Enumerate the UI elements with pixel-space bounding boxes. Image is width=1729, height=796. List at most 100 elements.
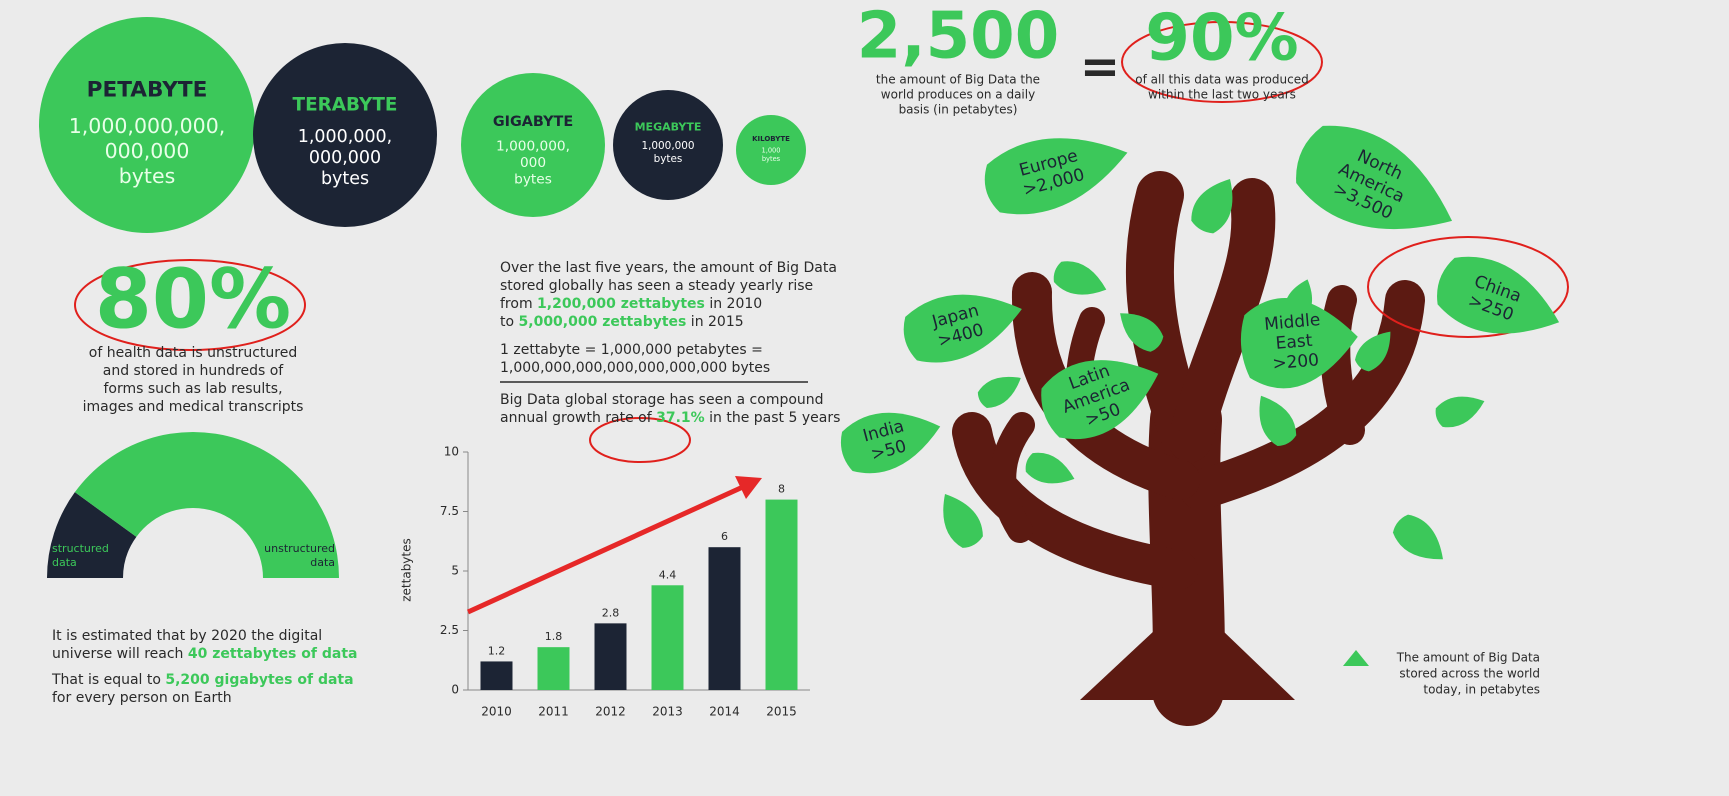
leaf: [1120, 313, 1164, 352]
text-run: in 2015: [686, 314, 743, 330]
storage-text: 1,000,000,000,000,000,000,000 bytes: [500, 360, 770, 376]
storage-text: Big Data global storage has seen a compo…: [500, 392, 824, 408]
donut-label: data: [52, 556, 77, 569]
leaf-shape: [1240, 298, 1358, 389]
equals-sign: =: [1080, 39, 1120, 95]
daily-headline: 2,500: [857, 0, 1059, 74]
recent-text: of all this data was produced: [1135, 73, 1308, 87]
x-tick-label: 2012: [595, 705, 626, 719]
universe-text: for every person on Earth: [52, 690, 232, 706]
bar: [594, 623, 627, 690]
unit-name: MEGABYTE: [635, 120, 702, 133]
leaf-shape: [903, 294, 1022, 363]
text-run: Over the last five years, the amount of …: [500, 260, 837, 276]
unit-circle: [39, 17, 255, 233]
text-run: in the past 5 years: [705, 410, 841, 426]
text-run: for every person on Earth: [52, 690, 232, 706]
region-leaf: India>50: [840, 412, 941, 474]
unit-circle: [736, 115, 806, 185]
x-tick-label: 2010: [481, 705, 512, 719]
storage-text: to 5,000,000 zettabytes in 2015: [500, 314, 744, 330]
leaf-shape: [1296, 125, 1453, 230]
trend-arrowhead: [735, 476, 762, 499]
bar: [651, 585, 684, 690]
region-leaf: Japan>400: [903, 294, 1022, 363]
legend-text: stored across the world: [1399, 667, 1540, 681]
storage-text: 1 zettabyte = 1,000,000 petabytes =: [500, 342, 763, 358]
unit-value: bytes: [654, 153, 683, 165]
text-run: in 2010: [705, 296, 762, 312]
text-run: Big Data global storage has seen a compo…: [500, 392, 824, 408]
text-run: to: [500, 314, 519, 330]
unit-value: 1,000: [761, 147, 780, 155]
text-run: 5,000,000 zettabytes: [519, 314, 687, 330]
recent-text: within the last two years: [1148, 88, 1296, 102]
leaf: [1354, 331, 1391, 372]
unit-name: TERABYTE: [293, 95, 398, 116]
bar-value-label: 4.4: [659, 568, 677, 581]
y-tick-label: 5: [451, 564, 459, 578]
leaf: [943, 494, 983, 548]
leaf: [1025, 452, 1075, 484]
leaf-shape: [943, 494, 983, 548]
bar: [480, 661, 513, 690]
unit-value: 1,000,000,: [496, 138, 570, 154]
universe-text: universe will reach 40 zettabytes of dat…: [52, 646, 357, 662]
text-run: 37.1%: [656, 410, 705, 426]
leaf-shape: [984, 138, 1128, 215]
leaf: [1259, 395, 1297, 447]
unit-circle: [253, 43, 437, 227]
region-name: Middle: [1263, 310, 1321, 335]
unit-circle: [461, 73, 605, 217]
leaf: [977, 376, 1021, 408]
trend-arrow: [466, 483, 747, 615]
health-text: of health data is unstructured: [89, 345, 298, 361]
leaf-shape: [1041, 360, 1159, 440]
daily-text: world produces on a daily: [881, 88, 1035, 102]
unit-value: 000,000: [105, 139, 190, 163]
x-tick-label: 2014: [709, 705, 740, 719]
leaf-shape: [1191, 179, 1233, 234]
text-run: 1 zettabyte = 1,000,000 petabytes =: [500, 342, 763, 358]
x-tick-label: 2015: [766, 705, 797, 719]
leaf: [1392, 514, 1443, 560]
leaf-shape: [840, 412, 941, 474]
unit-name: KILOBYTE: [752, 135, 790, 143]
leaf-shape: [1120, 313, 1164, 352]
leaf-shape: [1354, 331, 1391, 372]
region-value: >200: [1272, 350, 1320, 374]
donut-label: unstructured: [264, 542, 335, 555]
donut-segment: [47, 492, 137, 578]
bar-value-label: 8: [778, 483, 785, 496]
legend-text: The amount of Big Data: [1396, 651, 1540, 665]
unit-value: bytes: [119, 164, 176, 188]
text-run: 1,000,000,000,000,000,000,000 bytes: [500, 360, 770, 376]
universe-text: That is equal to 5,200 gigabytes of data: [51, 672, 354, 688]
daily-text: the amount of Big Data the: [876, 73, 1040, 87]
bar-value-label: 1.8: [545, 630, 563, 643]
unit-value: 1,000,000,000,: [69, 114, 226, 138]
region-name: East: [1275, 331, 1314, 354]
storage-text: stored globally has seen a steady yearly…: [500, 278, 813, 294]
bar: [708, 547, 741, 690]
leaf: [1435, 396, 1485, 428]
donut-label: structured: [52, 542, 109, 555]
leaf-shape: [1437, 256, 1560, 334]
bar: [765, 499, 798, 690]
leaf: [1191, 179, 1233, 234]
region-leaf: China>250: [1437, 256, 1560, 334]
region-leaf: Europe>2,000: [984, 138, 1128, 215]
text-run: from: [500, 296, 537, 312]
legend-marker: [1343, 650, 1369, 666]
unit-value: 000,000: [309, 148, 381, 168]
text-run: 40 zettabytes of data: [188, 646, 358, 662]
leaf-shape: [1025, 452, 1075, 484]
text-run: universe will reach: [52, 646, 188, 662]
leaf: [1053, 261, 1107, 295]
donut-label: data: [310, 556, 335, 569]
y-tick-label: 0: [451, 683, 459, 697]
unit-value: bytes: [321, 169, 369, 189]
daily-text: basis (in petabytes): [899, 103, 1018, 117]
